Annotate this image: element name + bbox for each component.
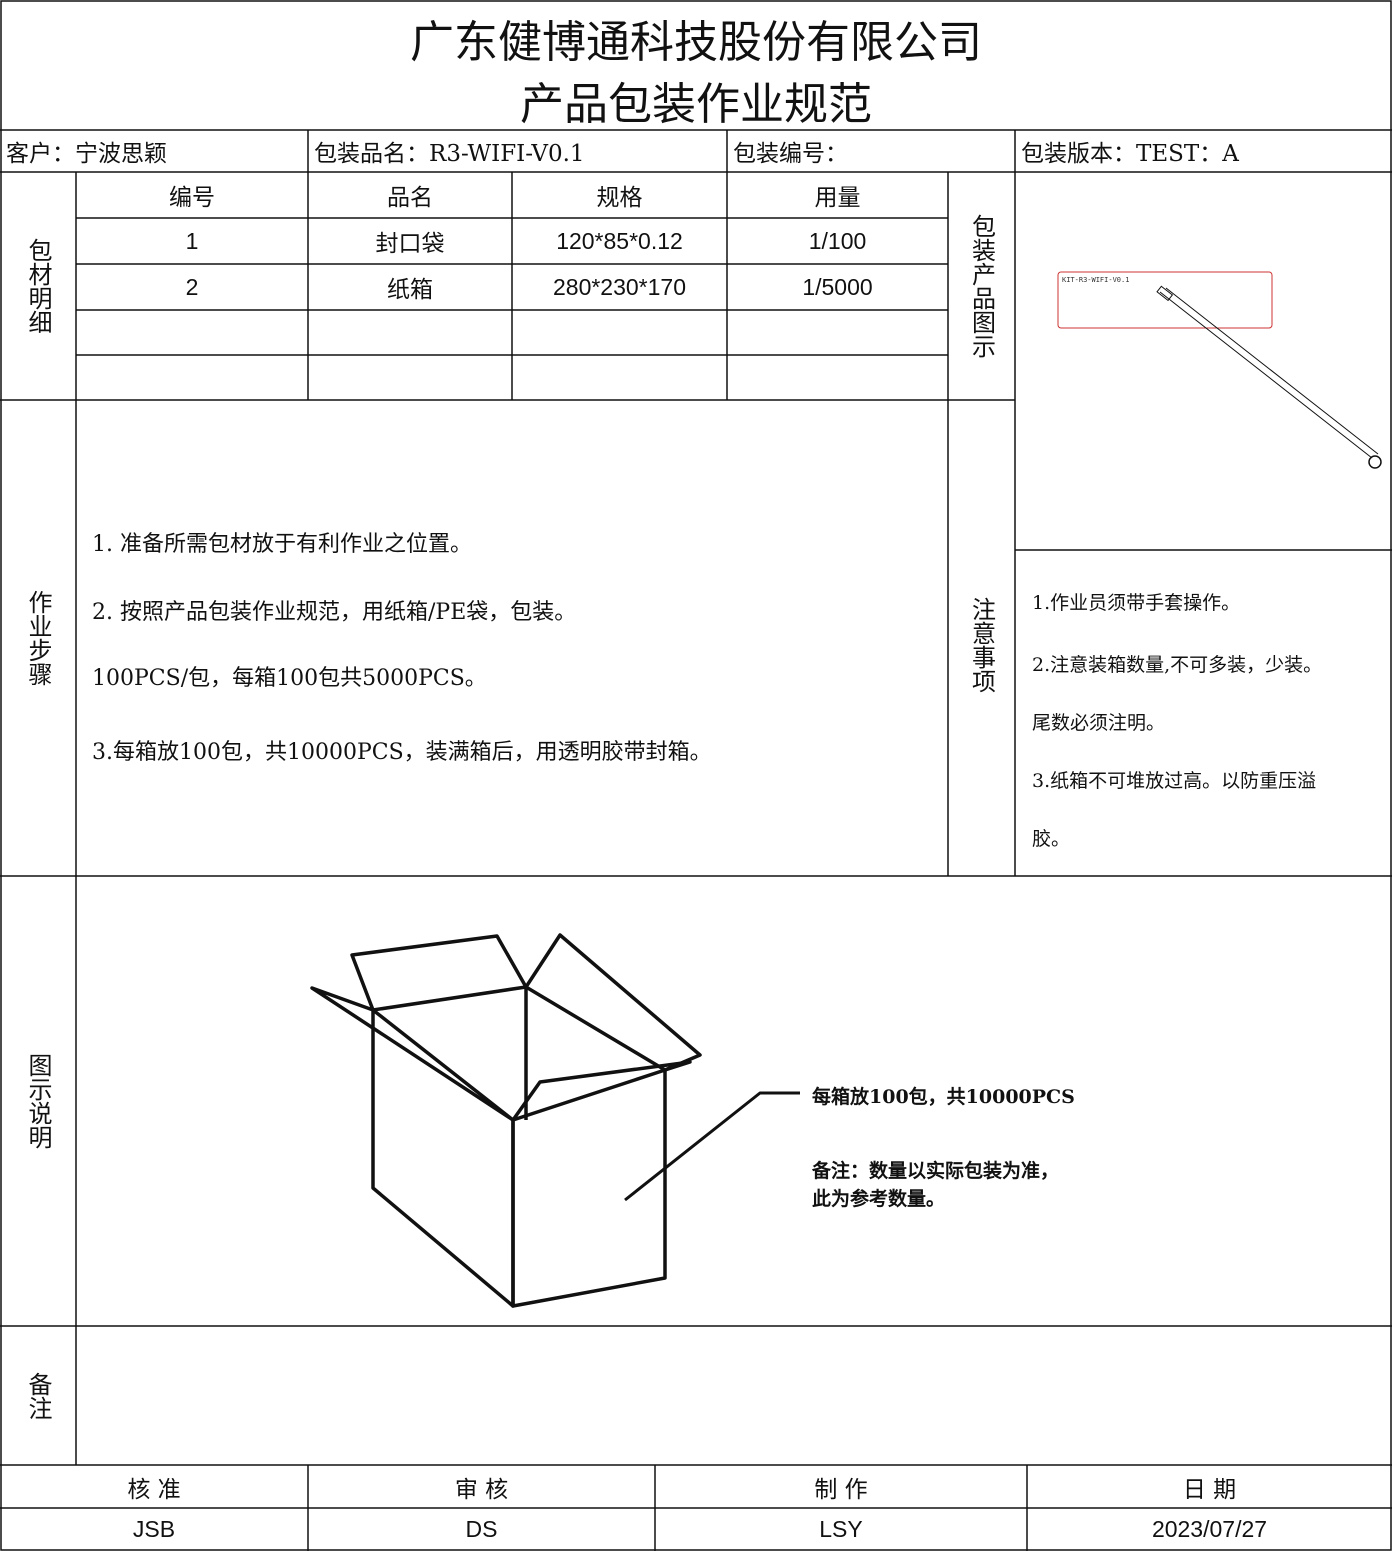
company: 广东健博通科技股份有限公司 (410, 17, 982, 68)
cell: 纸箱 (387, 277, 433, 303)
cell: 1/5000 (802, 273, 873, 300)
remark-line: 备注：数量以实际包装为准， (812, 1160, 1060, 1182)
version: 包装版本：TEST：A (1021, 141, 1239, 167)
note: 尾数必须注明。 (1032, 712, 1166, 734)
approval-value: 2023/07/27 (1151, 1516, 1268, 1542)
remark-line: 此为参考数量。 (812, 1188, 946, 1210)
approval-header: 核 准 (127, 1476, 181, 1503)
section-label: 包装产品图示 (967, 214, 996, 358)
customer: 客户：宁波思颖 (6, 141, 167, 167)
cell: 120*85*0.12 (556, 227, 683, 254)
cell: 封口袋 (375, 231, 445, 257)
note: 2.注意装箱数量,不可多装，少装。 (1032, 654, 1323, 676)
section-label: 备注 (24, 1371, 52, 1420)
approval-value: DS (465, 1516, 498, 1542)
doc-title: 产品包装作业规范 (520, 79, 872, 130)
caption: 每箱放100包，共10000PCS (812, 1086, 1075, 1108)
step: 3.每箱放100包，共10000PCS，装满箱后，用透明胶带封箱。 (92, 740, 712, 765)
note: 胶。 (1032, 828, 1071, 850)
approval-header: 制 作 (814, 1476, 868, 1503)
section-label: 注意事项 (967, 597, 996, 693)
cell: 1/100 (808, 227, 867, 254)
package-no: 包装编号： (733, 141, 848, 167)
note: 3.纸箱不可堆放过高。以防重压溢 (1032, 770, 1317, 792)
note: 1.作业员须带手套操作。 (1032, 592, 1241, 614)
section-label: 作业步骤 (24, 590, 52, 686)
column-header: 规格 (596, 185, 643, 211)
product-drawing (1057, 271, 1382, 469)
step: 2. 按照产品包装作业规范，用纸箱/PE袋，包装。 (92, 600, 577, 625)
cell: 1 (185, 227, 199, 254)
product-name: 包装品名：R3-WIFI-V0.1 (314, 141, 585, 167)
product-label: KIT-R3-WIFI-V0.1 (1062, 276, 1130, 284)
cell: 2 (185, 273, 199, 300)
cell: 280*230*170 (552, 273, 687, 300)
approval-value: JSB (132, 1516, 176, 1542)
approval-header: 审 核 (454, 1476, 509, 1503)
approval-value: LSY (819, 1516, 863, 1542)
column-header: 用量 (814, 185, 861, 211)
column-header: 编号 (169, 185, 215, 211)
approval-header: 日 期 (1182, 1476, 1237, 1503)
step: 1. 准备所需包材放于有利作业之位置。 (92, 532, 472, 557)
step: 100PCS/包，每箱100包共5000PCS。 (92, 666, 487, 691)
section-label: 包材明细 (24, 238, 52, 334)
section-label: 图示说明 (24, 1053, 52, 1149)
box-drawing (310, 933, 800, 1308)
column-header: 品名 (387, 185, 433, 211)
